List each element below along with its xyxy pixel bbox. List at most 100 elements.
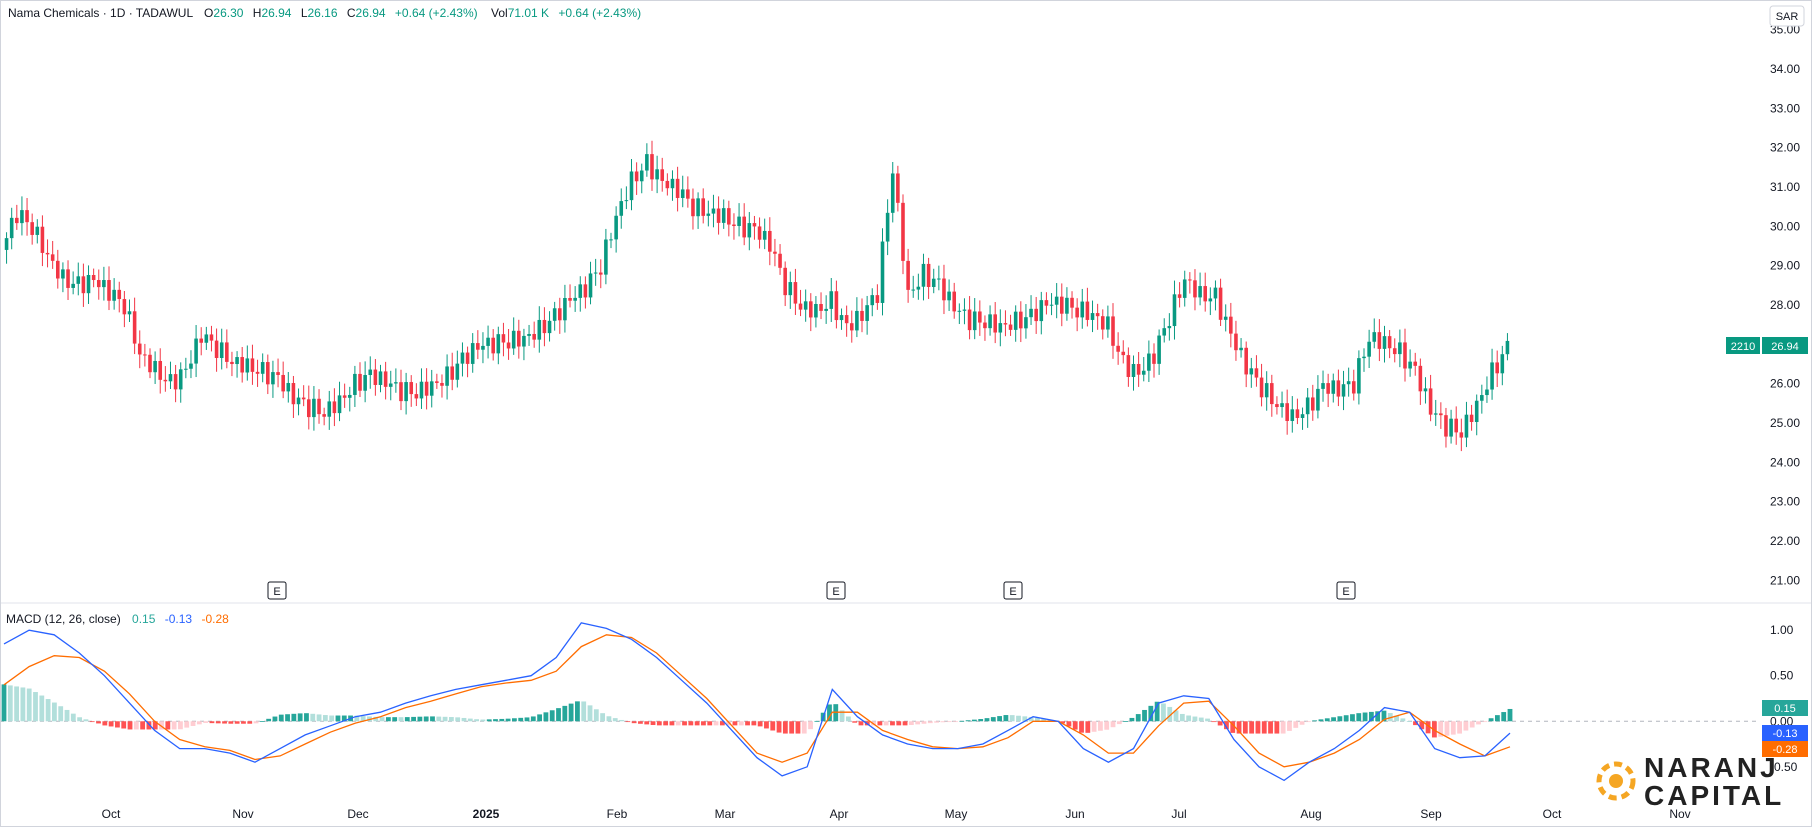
candle-body xyxy=(1024,317,1028,329)
candle-body xyxy=(419,381,424,399)
candle-body xyxy=(1305,397,1310,415)
candle-body xyxy=(388,383,393,387)
macd-histogram-bar xyxy=(1425,721,1431,734)
macd-histogram-bar xyxy=(285,714,290,722)
candle-body xyxy=(583,284,588,298)
macd-pane[interactable] xyxy=(0,622,1760,782)
macd-histogram-bar xyxy=(1438,721,1444,737)
macd-histogram-bar xyxy=(329,715,335,722)
candle-body xyxy=(829,291,834,309)
candle-body xyxy=(1413,361,1418,366)
macd-histogram-bar xyxy=(978,719,984,722)
macd-histogram-bar xyxy=(518,717,524,722)
macd-histogram-bar xyxy=(1104,721,1110,730)
earnings-marker-icon[interactable]: E xyxy=(826,581,846,600)
macd-histogram-bar xyxy=(984,718,990,722)
candle-body xyxy=(66,269,70,288)
candle-body xyxy=(168,374,173,382)
macd-histogram-bar xyxy=(499,718,505,722)
price-axis[interactable]: 35.0034.0033.0032.0031.0030.0029.0028.00… xyxy=(1770,23,1800,588)
candle-body xyxy=(1203,286,1208,302)
macd-histogram-bar xyxy=(808,721,813,730)
earnings-marker-label: E xyxy=(1342,586,1349,598)
price-tick-label: 24.00 xyxy=(1770,455,1800,469)
currency-button[interactable]: SAR xyxy=(1769,5,1805,27)
macd-histogram-bar xyxy=(656,721,662,726)
candle-body xyxy=(20,210,24,224)
earnings-marker-box xyxy=(267,581,287,600)
candle-body xyxy=(1213,287,1218,299)
macd-histogram-bar xyxy=(890,721,895,726)
macd-histogram-bar xyxy=(442,716,448,722)
macd-histogram-bar xyxy=(385,717,391,722)
macd-axis[interactable]: 1.00 0.50 0.00 -0.50 xyxy=(1770,623,1798,774)
candle-body xyxy=(1362,356,1366,359)
candle-body xyxy=(260,362,265,374)
time-tick-label: Feb xyxy=(607,807,628,821)
candle-body xyxy=(860,310,864,321)
time-tick-label: Dec xyxy=(347,807,368,821)
price-pane[interactable] xyxy=(4,140,1510,452)
candle-body xyxy=(1270,383,1274,405)
macd-histogram-bar xyxy=(436,716,442,722)
macd-histogram-bar xyxy=(178,721,183,730)
macd-histogram-bar xyxy=(902,721,908,726)
macd-histogram-bar xyxy=(1173,710,1179,722)
macd-hist-label: 0.15 xyxy=(1774,703,1795,715)
earnings-marker-icon[interactable]: E xyxy=(1336,581,1356,600)
candle-body xyxy=(573,297,577,301)
candle-body xyxy=(71,283,75,288)
macd-histogram-bar xyxy=(1211,721,1217,723)
candle-body xyxy=(952,291,957,312)
candle-body xyxy=(598,272,603,275)
macd-histogram-bar xyxy=(102,721,108,726)
candle-body xyxy=(1295,409,1300,418)
candle-body xyxy=(696,198,700,217)
candle-body xyxy=(1218,287,1223,320)
candle-body xyxy=(762,230,767,240)
macd-histogram-bar xyxy=(64,709,70,722)
macd-histogram-bar xyxy=(159,721,164,730)
candle-body xyxy=(527,333,531,336)
macd-histogram-bar xyxy=(417,716,423,722)
macd-histogram-bar xyxy=(1350,714,1355,722)
candle-body xyxy=(1116,345,1120,352)
candle-body xyxy=(1428,388,1433,415)
candle-body xyxy=(1126,355,1131,377)
candle-body xyxy=(1019,311,1023,329)
time-axis[interactable]: Oct Nov Dec 2025 Feb Mar Apr May Jun Jul Aug Sep Oct… xyxy=(102,807,1691,821)
candle-body xyxy=(1198,286,1202,298)
candle-body xyxy=(665,180,670,189)
candle-body xyxy=(1080,301,1085,318)
candle-body xyxy=(102,280,106,288)
macd-histogram-bar xyxy=(1457,721,1462,734)
candle-body xyxy=(757,226,762,240)
candle-body xyxy=(1167,326,1172,329)
macd-histogram-bar xyxy=(467,718,473,722)
candle-body xyxy=(978,311,982,323)
macd-histogram-bar xyxy=(335,715,341,722)
candle-body xyxy=(1331,380,1336,394)
macd-histogram-bar xyxy=(682,721,687,726)
macd-histogram-bar xyxy=(757,721,763,727)
candle-body xyxy=(296,397,301,405)
candle-body xyxy=(691,198,695,217)
time-tick-label: Nov xyxy=(1669,807,1690,821)
macd-histogram-bar xyxy=(52,702,57,722)
candle-body xyxy=(942,278,946,301)
candle-body xyxy=(291,383,296,405)
macd-histogram-bar xyxy=(209,721,215,724)
earnings-marker-icon[interactable]: E xyxy=(267,581,287,600)
candle-body xyxy=(1188,279,1192,281)
macd-histogram-bar xyxy=(965,720,971,722)
earnings-marker-box xyxy=(826,581,846,600)
candle-body xyxy=(1121,351,1126,356)
candle-body xyxy=(1505,340,1510,355)
candle-body xyxy=(137,343,142,355)
macd-histogram-bar xyxy=(1381,710,1387,722)
candle-body xyxy=(1326,383,1330,394)
candle-body xyxy=(255,371,260,374)
earnings-marker-icon[interactable]: E xyxy=(1003,581,1023,600)
